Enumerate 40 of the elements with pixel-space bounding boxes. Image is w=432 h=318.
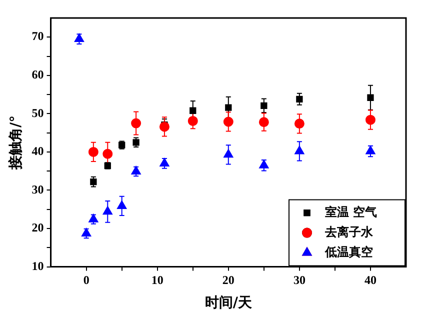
point (190, 107, 196, 114)
point (260, 102, 268, 109)
point (365, 114, 376, 125)
point (294, 118, 304, 129)
point (81, 228, 92, 236)
point (159, 122, 170, 132)
point (117, 200, 127, 209)
y-tick-label: 50 (32, 106, 44, 120)
legend-label: 低温真空 (324, 244, 373, 259)
y-tick-label: 10 (32, 258, 44, 273)
point (102, 206, 112, 215)
x-tick-label: 30 (293, 273, 306, 288)
x-axis-title: 时间/天 (204, 295, 253, 312)
point (367, 94, 374, 101)
x-tick-label: 10 (151, 273, 164, 288)
point (88, 146, 98, 157)
point (102, 148, 113, 159)
x-tick-label: 40 (364, 273, 376, 288)
point (224, 149, 234, 158)
point (366, 146, 376, 154)
y-tick-label: 70 (32, 29, 44, 44)
point (259, 160, 269, 168)
y-tick-label: 60 (32, 68, 44, 82)
y-tick-label: 20 (32, 220, 44, 235)
y-tick-label: 30 (32, 182, 44, 196)
legend-label: 去离子水 (324, 224, 374, 239)
point (131, 166, 141, 174)
legend-label: 室温 空气 (325, 204, 378, 219)
point (296, 96, 303, 102)
point (294, 146, 304, 154)
point (131, 118, 142, 128)
point (188, 116, 198, 126)
point (258, 117, 269, 128)
y-axis-title: 接触角/° (7, 115, 24, 170)
x-tick-label: 0 (83, 273, 90, 288)
point (223, 116, 234, 127)
y-tick-label: 40 (32, 144, 44, 158)
x-tick-label: 20 (222, 273, 234, 288)
point (225, 104, 232, 111)
point (160, 158, 170, 166)
